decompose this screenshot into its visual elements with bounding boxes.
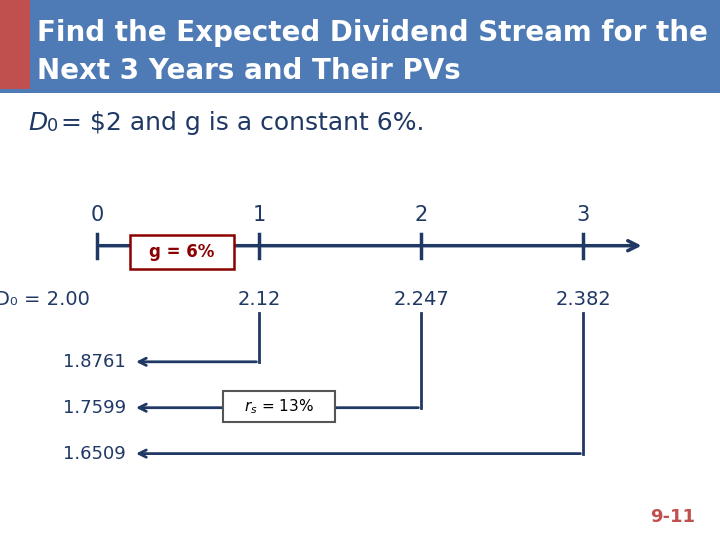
Bar — [0, 89, 720, 93]
Text: 1.7599: 1.7599 — [63, 399, 126, 417]
Text: $r_s$ = 13%: $r_s$ = 13% — [244, 397, 314, 416]
Text: 0: 0 — [91, 205, 104, 225]
Text: 0: 0 — [47, 117, 58, 135]
Text: 2.12: 2.12 — [238, 290, 281, 309]
Text: Next 3 Years and Their PVs: Next 3 Years and Their PVs — [37, 57, 462, 85]
Text: 3: 3 — [577, 205, 590, 225]
Text: = $2 and g is a constant 6%.: = $2 and g is a constant 6%. — [61, 111, 425, 134]
Text: 1: 1 — [253, 205, 266, 225]
FancyBboxPatch shape — [223, 391, 335, 422]
Text: 9-11: 9-11 — [649, 509, 695, 526]
FancyBboxPatch shape — [130, 235, 234, 269]
Text: D₀ = 2.00: D₀ = 2.00 — [0, 290, 90, 309]
Text: 2: 2 — [415, 205, 428, 225]
Text: 2.382: 2.382 — [555, 290, 611, 309]
Text: 1.6509: 1.6509 — [63, 444, 126, 463]
Text: D: D — [29, 111, 48, 134]
Text: g = 6%: g = 6% — [149, 243, 215, 261]
Text: 2.247: 2.247 — [393, 290, 449, 309]
Text: 1.8761: 1.8761 — [63, 353, 126, 371]
Bar — [0, 0, 720, 89]
Text: Find the Expected Dividend Stream for the: Find the Expected Dividend Stream for th… — [37, 19, 708, 47]
Bar — [0, 0, 30, 89]
